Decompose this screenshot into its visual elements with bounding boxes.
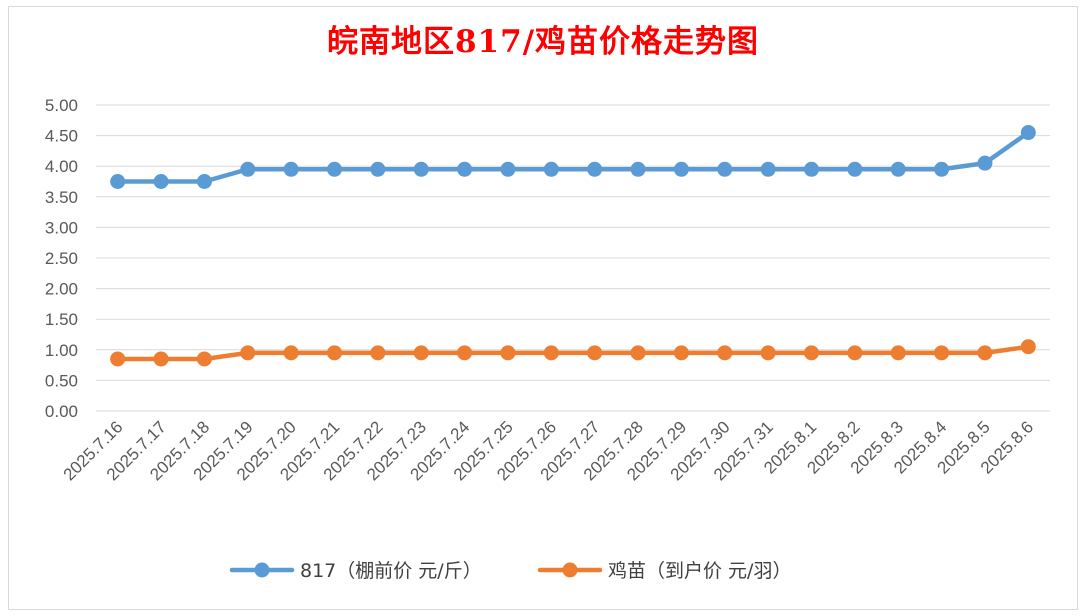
series-layer [110, 125, 1036, 367]
data-point [717, 345, 733, 361]
data-point [327, 161, 342, 177]
legend: 817（棚前价 元/斤） 鸡苗（到户价 元/羽） [229, 560, 791, 582]
series-line [115, 130, 1031, 184]
data-point [673, 161, 689, 177]
series-2 [110, 339, 1036, 367]
y-tick-label: 1.50 [45, 310, 78, 329]
y-tick-label: 5.00 [45, 96, 78, 115]
data-point [1020, 125, 1036, 141]
data-point [587, 345, 603, 361]
data-point [413, 345, 429, 361]
y-tick-label: 2.50 [45, 249, 78, 268]
data-point [804, 161, 819, 177]
legend-swatch-marker [562, 562, 578, 578]
legend-item: 鸡苗（到户价 元/羽） [537, 560, 791, 582]
data-point [587, 161, 603, 177]
data-point [543, 161, 559, 177]
y-tick-label: 0.50 [45, 371, 78, 390]
data-point [760, 161, 776, 177]
data-point [283, 161, 299, 177]
data-point [847, 345, 863, 361]
data-point [240, 345, 256, 361]
chart-frame [8, 6, 1078, 610]
series-line [115, 344, 1031, 362]
data-point [717, 161, 733, 177]
data-point [283, 345, 299, 361]
data-point [977, 345, 993, 361]
data-point [196, 174, 212, 189]
legend-label: 817（棚前价 元/斤） [300, 560, 482, 582]
series-1 [110, 125, 1036, 189]
y-tick-label: 0.00 [45, 402, 78, 421]
data-point [500, 345, 516, 361]
y-tick-label: 3.50 [45, 188, 78, 207]
legend-item: 817（棚前价 元/斤） [229, 560, 482, 582]
data-point [1020, 339, 1036, 355]
data-point [543, 345, 559, 361]
x-axis-ticks: 2025.7.162025.7.172025.7.182025.7.192025… [60, 417, 1038, 484]
y-tick-label: 4.00 [45, 157, 78, 176]
data-point [457, 345, 473, 361]
data-point [370, 161, 386, 177]
data-point [673, 345, 689, 361]
data-point [630, 161, 646, 177]
data-point [890, 161, 906, 177]
data-point [240, 161, 256, 177]
chart-title: 皖南地区817/鸡苗价格走势图 [326, 24, 760, 60]
y-tick-label: 3.00 [45, 218, 78, 237]
data-point [153, 351, 169, 367]
y-tick-label: 4.50 [45, 127, 78, 146]
data-point [804, 345, 819, 361]
data-point [457, 161, 473, 177]
y-tick-label: 1.00 [45, 341, 78, 360]
legend-swatch-marker [254, 562, 270, 578]
data-point [890, 345, 906, 361]
gridlines [96, 104, 1050, 412]
data-point [110, 174, 126, 189]
y-axis-ticks: 0.00 0.50 1.00 1.50 2.00 2.50 3.00 3.50 4.00 4.50… [45, 96, 78, 421]
data-point [327, 345, 342, 361]
data-point [934, 345, 950, 361]
y-tick-label: 2.00 [45, 280, 78, 299]
data-point [110, 351, 126, 367]
data-point [847, 161, 863, 177]
legend-label: 鸡苗（到户价 元/羽） [608, 560, 791, 582]
data-point [500, 161, 516, 177]
data-point [153, 174, 169, 189]
data-point [977, 155, 993, 171]
data-point [934, 161, 950, 177]
data-point [413, 161, 429, 177]
data-point [760, 345, 776, 361]
data-point [196, 351, 212, 367]
data-point [630, 345, 646, 361]
data-point [370, 345, 386, 361]
